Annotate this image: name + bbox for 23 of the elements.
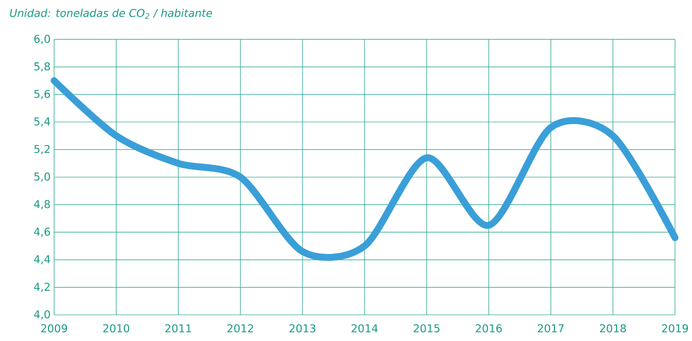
x-tick-label: 2014 xyxy=(352,324,378,332)
y-tick-label: 5,4 xyxy=(34,117,50,126)
y-tick-label: 6,0 xyxy=(34,34,50,44)
x-tick-label: 2018 xyxy=(600,324,626,332)
y-tick-label: 4,6 xyxy=(34,227,50,237)
chart-title: Unidad: toneladas de CO$_{2}$ / habitante xyxy=(10,8,212,19)
x-tick-label: 2009 xyxy=(41,324,68,332)
y-tick-label: 4,2 xyxy=(34,282,50,292)
y-tick-label: 5,6 xyxy=(34,90,50,99)
x-tick-label: 2013 xyxy=(290,324,316,332)
x-tick-label: 2010 xyxy=(103,324,130,332)
x-tick-label: 2016 xyxy=(476,324,502,332)
y-tick-label: 5,8 xyxy=(34,62,50,72)
y-tick-label: 4,8 xyxy=(34,200,50,210)
x-tick-label: 2017 xyxy=(538,324,564,332)
x-tick-label: 2019 xyxy=(662,324,688,332)
x-tick-label: 2015 xyxy=(414,324,440,332)
y-tick-label: 4,4 xyxy=(34,254,50,264)
x-tick-label: 2012 xyxy=(227,324,254,332)
x-tick-label: 2011 xyxy=(165,324,192,332)
y-tick-label: 5,0 xyxy=(34,172,50,182)
y-tick-label: 4,0 xyxy=(34,310,50,320)
y-tick-label: 5,2 xyxy=(34,144,50,154)
